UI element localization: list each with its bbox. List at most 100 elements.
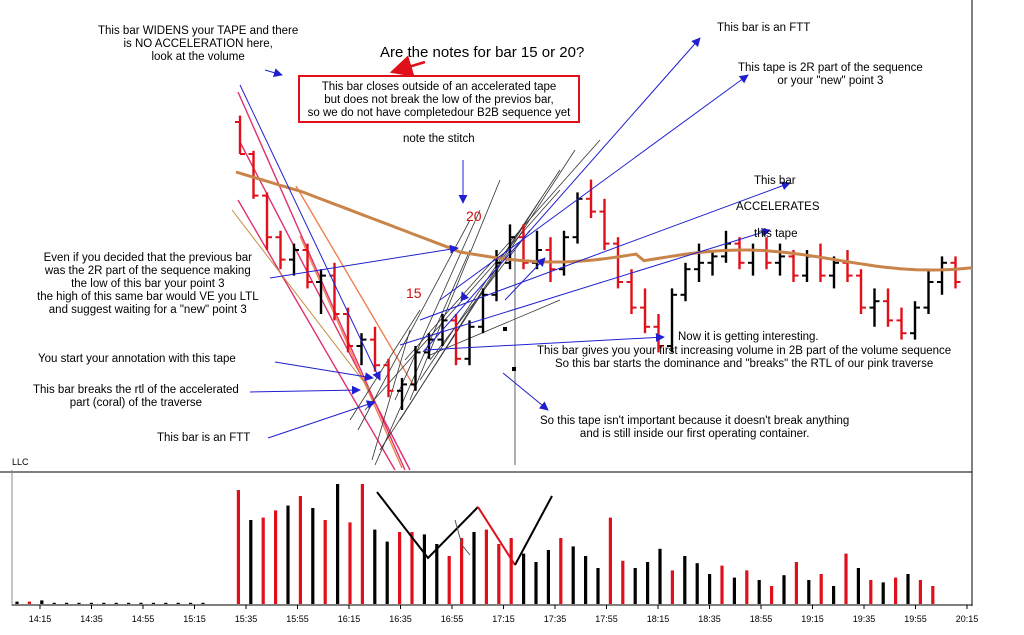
price-bar: [613, 237, 623, 289]
volume-bar: [509, 538, 513, 604]
price-bar: [829, 256, 839, 289]
price-bar: [559, 230, 569, 276]
volume-bar: [608, 517, 612, 604]
volume-bar: [633, 568, 637, 604]
x-tick-label: 16:55: [440, 614, 464, 624]
annotation-arrows: [239, 37, 791, 439]
x-tick-label: 15:35: [234, 614, 258, 624]
annotation-arrow: [249, 385, 361, 395]
x-tick-label: 19:15: [801, 614, 824, 624]
volume-bar: [460, 538, 464, 604]
volume-bar: [410, 532, 414, 604]
volume-bar: [670, 570, 674, 604]
annotation-arrow: [422, 37, 701, 353]
volume-bar: [15, 601, 19, 604]
price-bar: [788, 250, 799, 282]
volume-bar: [621, 560, 625, 604]
volume-bar: [559, 538, 563, 604]
price-bar: [343, 307, 353, 353]
volume-bar: [571, 546, 575, 604]
annotation-arrow: [504, 257, 546, 301]
volume-bar: [274, 510, 278, 604]
volume-bar: [336, 484, 340, 604]
volume-sequence-red: [477, 506, 516, 566]
x-tick-label: 18:55: [749, 614, 773, 624]
annotation-arrow: [502, 372, 549, 411]
volume-sequence-black: [376, 491, 479, 560]
price-bar: [410, 346, 421, 391]
price-bar: [302, 243, 313, 289]
price-bar: [923, 269, 934, 314]
bar-label-20: 20: [466, 208, 482, 224]
volume-bar: [114, 602, 118, 604]
price-bar: [869, 288, 880, 327]
volume-bar: [65, 602, 69, 604]
volume-bar: [732, 577, 736, 604]
annotation-arrow: [239, 84, 381, 381]
x-tick-label: 16:15: [337, 614, 361, 624]
volume-bar: [40, 600, 44, 604]
note-this-tape: this tape: [754, 228, 798, 240]
price-bar: [586, 179, 596, 218]
price-bar: [707, 250, 718, 276]
price-bar: [451, 314, 461, 366]
volume-bar: [695, 563, 699, 604]
annotation-arrow: [274, 361, 374, 382]
volume-bar: [683, 556, 687, 604]
price-bar: [424, 333, 434, 359]
price-bar: [235, 115, 245, 155]
note-not-important: So this tape isn't important because it …: [540, 415, 850, 440]
annotation-arrow: [439, 74, 749, 301]
volume-bar: [844, 553, 848, 604]
volume-bar: [249, 520, 253, 604]
volume-bar: [348, 522, 352, 604]
price-bar: [775, 243, 785, 276]
volume-bar: [472, 532, 476, 604]
volume-bar: [869, 580, 873, 604]
note-this-bar: This bar: [754, 175, 796, 187]
price-bar: [680, 262, 691, 302]
volume-bar: [151, 602, 155, 604]
price-bar: [694, 243, 704, 282]
tape-line: [409, 179, 501, 401]
volume-panel-label: LLC: [12, 457, 29, 467]
price-bar: [464, 320, 475, 366]
volume-bar: [931, 586, 935, 604]
volume-bar: [522, 553, 526, 604]
note-breaks-rtl: This bar breaks the rtl of the accelerat…: [33, 384, 239, 409]
tape-line: [371, 329, 411, 461]
moving-average-line: [235, 170, 973, 272]
volume-bar: [435, 544, 439, 604]
note-widens-tape: This bar WIDENS your TAPE and there is N…: [98, 25, 299, 63]
volume-bar: [807, 580, 811, 604]
trend-lines: [231, 91, 601, 471]
note-ftt-top: This bar is an FTT: [717, 22, 811, 34]
price-bar: [545, 237, 556, 282]
price-bar: [761, 237, 772, 270]
price-bar: [721, 230, 731, 263]
volume-bar: [906, 574, 910, 604]
tape-line: [357, 219, 471, 431]
volume-bar: [176, 602, 180, 604]
volume-bar: [385, 541, 389, 604]
volume-bar: [447, 556, 451, 604]
tape-line: [394, 209, 481, 401]
price-bar: [262, 192, 272, 250]
volume-bar: [745, 570, 749, 604]
x-tick-label: 17:35: [543, 614, 567, 624]
volume-bar: [323, 520, 327, 604]
price-bar: [910, 301, 920, 340]
price-bar: [734, 237, 745, 270]
x-tick-label: 15:15: [183, 614, 206, 624]
volume-bar: [584, 556, 588, 604]
price-bar: [248, 150, 259, 199]
price-bar: [599, 198, 610, 250]
tape-line: [429, 299, 561, 356]
volume-bar: [52, 602, 56, 604]
price-bar: [640, 288, 650, 334]
volume-bar: [534, 562, 538, 604]
volume-bar: [373, 529, 377, 604]
volume-bar: [757, 580, 761, 604]
volume-bar: [127, 602, 131, 604]
